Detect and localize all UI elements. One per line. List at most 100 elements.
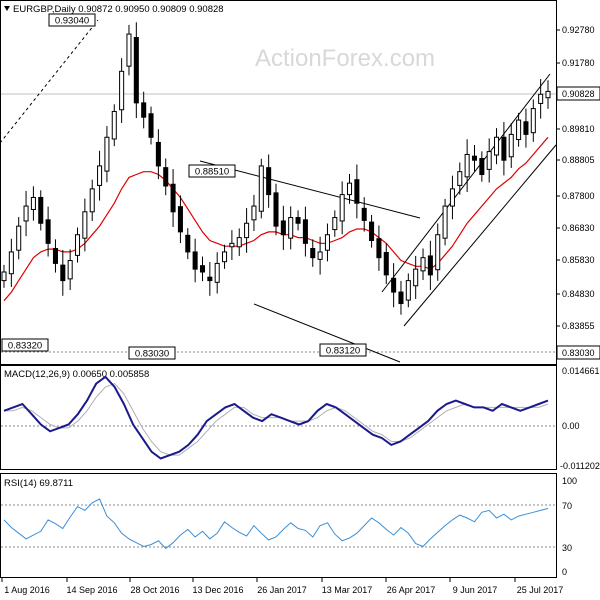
candle-body (538, 93, 544, 104)
support-price-box (556, 345, 600, 360)
candle-body (545, 90, 551, 99)
x-tick-label: 13 Dec 2016 (192, 585, 243, 595)
candle-body (486, 151, 492, 170)
candle-body (97, 165, 103, 186)
candle-body (244, 222, 250, 239)
candle-body (310, 247, 316, 259)
price-tick-label: 0.83855 (562, 321, 595, 331)
candle-body (16, 225, 22, 251)
candle-body (288, 217, 294, 239)
x-tick-label: 25 Jul 2017 (517, 585, 564, 595)
rising-channel-lower (403, 144, 557, 327)
candle-body (1, 271, 7, 282)
candle-body (369, 221, 375, 241)
price-tick-label: 0.84830 (562, 289, 595, 299)
candle-body (207, 276, 213, 282)
candle-body (67, 260, 73, 280)
svg-text:0.93040: 0.93040 (55, 16, 89, 27)
macd-label: MACD(12,26,9) 0.00650 0.005858 (4, 369, 149, 380)
candle-body (23, 205, 29, 222)
candle-body (501, 136, 507, 161)
price-candles (1, 22, 551, 315)
candle-body (391, 277, 397, 293)
price-tick-label: 0.91780 (562, 58, 595, 68)
price-tick-label: 0.85830 (562, 255, 595, 265)
candle-body (273, 192, 279, 227)
candle-body (192, 251, 198, 270)
price-tick-label: 0.86830 (562, 223, 595, 233)
candle-body (148, 113, 154, 138)
macd-signal-line (4, 383, 549, 456)
symbol-header: EURGBP,Daily 0.90872 0.90950 0.90809 0.9… (13, 4, 224, 15)
candle-body (530, 108, 536, 134)
candle-body (346, 182, 353, 196)
candle-body (280, 220, 286, 236)
candle-body (141, 102, 147, 118)
last-price-box (556, 86, 600, 101)
macd-tick-top: 0.014661 (562, 366, 600, 376)
candle-body (126, 33, 132, 67)
rsi-line (3, 498, 549, 550)
candle-body (222, 251, 228, 263)
svg-text:0.88510: 0.88510 (195, 167, 229, 178)
candle-body (177, 206, 183, 233)
candle-body (332, 217, 338, 231)
x-tick-label: 1 Aug 2016 (4, 585, 50, 595)
candle-body (119, 70, 125, 111)
candle-body (214, 262, 220, 283)
candle-body (170, 183, 176, 213)
candle-body (479, 157, 485, 176)
candle-body (457, 171, 463, 186)
rising-channel-upper (381, 73, 551, 293)
annotation-0.83030: 0.83030 (128, 346, 176, 360)
candle-body (354, 179, 360, 204)
candle-body (295, 217, 301, 224)
candle-body (494, 136, 500, 156)
candle-body (464, 153, 470, 178)
trendline-dashed (0, 19, 99, 144)
x-tick-label: 9 Jun 2017 (453, 585, 498, 595)
candle-body (163, 167, 169, 187)
candle-body (420, 257, 426, 272)
annotation-0.83120: 0.83120 (319, 343, 367, 357)
support-price-label: 0.83030 (562, 348, 595, 358)
price-tick-label: 0.87800 (562, 191, 595, 201)
price-axis: 0.92780 0.91780 0.89810 0.88805 0.87800 0.868… (557, 25, 595, 331)
candle-body (383, 252, 389, 276)
candle-body (52, 247, 58, 264)
annotation-0.93040: 0.93040 (48, 13, 96, 27)
candle-body (266, 167, 272, 196)
candle-body (155, 141, 161, 167)
rsi-label: RSI(14) 69.8711 (4, 478, 73, 489)
candle-body (413, 268, 419, 287)
candle-body (361, 207, 367, 221)
rsi-tick-100: 100 (562, 476, 577, 486)
candle-body (45, 219, 51, 244)
candle-body (236, 237, 242, 248)
candle-body (229, 242, 235, 248)
candle-body (339, 194, 345, 222)
price-tick-label: 0.88805 (562, 155, 595, 165)
x-tick-label: 26 Jan 2017 (257, 585, 307, 595)
x-tick-label: 26 Apr 2017 (387, 585, 436, 595)
x-tick-label: 13 Mar 2017 (322, 585, 373, 595)
candle-body (199, 265, 206, 273)
candle-body (471, 155, 478, 161)
rsi-tick-0: 0 (562, 567, 567, 577)
triangle-down-icon (4, 6, 10, 11)
candle-body (449, 188, 455, 207)
last-price-label: 0.90828 (562, 89, 595, 99)
candle-body (82, 211, 88, 239)
candle-body (508, 133, 514, 158)
candle-body (60, 264, 66, 282)
candle-body (30, 196, 36, 211)
price-tick-label: 0.89810 (562, 124, 595, 134)
candle-body (427, 255, 433, 276)
candle-body (111, 110, 117, 140)
candle-body (523, 121, 529, 135)
candle-body (405, 280, 411, 301)
candle-body (258, 165, 264, 212)
candle-body (302, 219, 308, 244)
rsi-panel (0, 473, 557, 578)
